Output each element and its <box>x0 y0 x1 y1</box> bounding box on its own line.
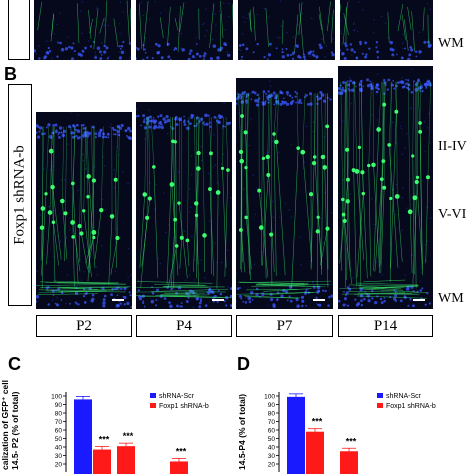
micrograph-p14 <box>338 66 433 309</box>
scale-bar <box>212 299 224 301</box>
tissue-image <box>340 0 432 60</box>
timepoint-label-p2: P2 <box>36 315 132 337</box>
panel-letter-c: C <box>8 354 21 374</box>
row-label-box: Foxp1 shRNA-b <box>8 84 32 306</box>
tissue-image <box>338 68 432 308</box>
panel-letter-d: D <box>237 354 250 374</box>
y-tick-label: 40 <box>55 445 63 452</box>
tissue-image <box>136 102 232 309</box>
bar-foxp1-shrna-b <box>93 449 111 474</box>
y-tick-label: 20 <box>268 462 276 469</box>
y-tick-label: 50 <box>268 436 276 443</box>
y-axis-label: calization of GFP⁺ cells <box>0 380 10 470</box>
scale-bar <box>413 299 425 301</box>
significance-marker: *** <box>99 435 110 445</box>
row-label: Foxp1 shRNA-b <box>11 145 28 245</box>
legend-entry: shRNA-Scr <box>159 393 195 400</box>
legend-swatch <box>377 393 383 398</box>
y-tick-label: 20 <box>55 462 63 469</box>
bar-foxp1-shrna-b <box>340 451 358 474</box>
y-tick-label: 50 <box>55 436 63 443</box>
scale-bar <box>112 299 124 301</box>
scale-bar <box>313 299 325 301</box>
legend-swatch <box>150 403 156 408</box>
y-tick-label: 80 <box>268 411 276 418</box>
y-tick-label: 100 <box>51 394 62 401</box>
significance-marker: *** <box>123 431 134 441</box>
y-tick-label: 70 <box>55 419 63 426</box>
y-tick-label: 30 <box>55 453 63 460</box>
y-tick-label: 40 <box>268 445 276 452</box>
y-tick-label: 70 <box>268 419 276 426</box>
timepoint-label-p7: P7 <box>236 315 333 337</box>
legend-entry: Foxp1 shRNA-b <box>159 403 209 410</box>
y-tick-label: 60 <box>268 428 276 435</box>
y-axis-label: 14.5-P4 (% of total) <box>237 394 247 470</box>
bar-shrna-scr <box>287 396 305 474</box>
y-tick-label: 80 <box>55 411 63 418</box>
legend-entry: shRNA-Scr <box>386 393 422 400</box>
bar-foxp1-shrna-b <box>306 431 324 474</box>
tissue-image <box>236 80 333 308</box>
tissue-image <box>34 0 131 60</box>
legend-swatch <box>150 393 156 398</box>
tissue-image <box>36 112 132 308</box>
layer-label-wm: WM <box>438 291 464 306</box>
significance-marker: *** <box>176 446 187 456</box>
timepoint-label-p14: P14 <box>338 315 433 337</box>
timepoint-label-p4: P4 <box>136 315 232 337</box>
y-tick-label: 60 <box>55 428 63 435</box>
micrograph-top-1 <box>34 0 131 60</box>
y-axis-label: 14.5- P2 (% of total) <box>10 391 20 470</box>
significance-marker: *** <box>346 436 357 446</box>
panel-a-strip: WM <box>0 0 474 62</box>
layer-label-wm-top: WM <box>438 36 464 51</box>
legend-entry: Foxp1 shRNA-b <box>386 403 436 410</box>
bar-foxp1-shrna-b <box>170 461 188 474</box>
bar-shrna-scr <box>74 399 92 474</box>
y-tick-label: 90 <box>268 402 276 409</box>
layer-label-v-vi: V-VI <box>438 207 467 222</box>
row-label-top-box <box>8 0 30 60</box>
y-tick-label: 100 <box>264 394 275 401</box>
bar-foxp1-shrna-b <box>117 446 135 474</box>
micrograph-p2 <box>36 112 132 309</box>
micrograph-top-2 <box>136 0 233 60</box>
micrograph-p4 <box>136 102 232 309</box>
significance-marker: *** <box>312 417 323 427</box>
y-tick-label: 30 <box>268 453 276 460</box>
y-tick-label: 90 <box>55 402 63 409</box>
micrograph-top-3 <box>238 0 335 60</box>
chart-c: calization of GFP⁺ cells 14.5- P2 (% of t… <box>0 380 209 474</box>
panel-letter-b: B <box>4 64 17 84</box>
micrograph-top-4 <box>340 0 433 60</box>
tissue-image <box>238 0 335 60</box>
micrograph-p7 <box>236 78 333 309</box>
legend-swatch <box>377 403 383 408</box>
tissue-image <box>136 0 233 60</box>
layer-label-ii-iv: II-IV <box>438 139 467 154</box>
